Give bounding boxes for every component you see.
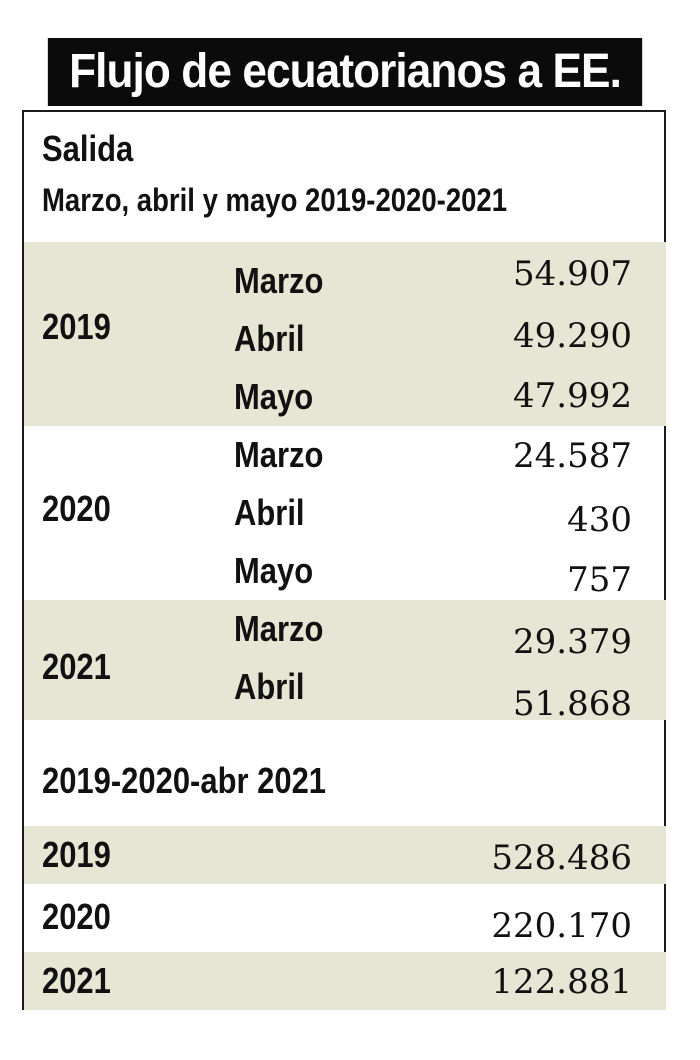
year-label-2020: 2020 [42, 488, 111, 529]
value-cell: 51.868 [513, 684, 632, 724]
month-label: Marzo [234, 434, 324, 475]
year-label-2019: 2019 [42, 306, 111, 347]
month-label: Mayo [234, 550, 314, 591]
value-cell: 54.907 [513, 254, 632, 294]
value-cell: 430 [567, 500, 632, 540]
value-cell: 49.290 [513, 316, 632, 356]
page-title: Flujo de ecuatorianos a EE. UU. [47, 38, 643, 166]
band-2019 [24, 242, 666, 426]
band-total-2021 [24, 952, 666, 1010]
value-cell: 757 [567, 560, 632, 600]
total-year-label: 2021 [42, 960, 111, 1001]
section-heading: Salida [42, 128, 134, 169]
value-cell: 29.379 [513, 622, 632, 662]
section-heading: 2019-2020-abr 2021 [42, 760, 327, 801]
month-label: Mayo [234, 376, 314, 417]
band-2021 [24, 600, 666, 720]
total-value-cell: 220.170 [491, 906, 632, 946]
month-label: Abril [234, 318, 305, 359]
month-label: Abril [234, 666, 305, 707]
total-year-label: 2019 [42, 834, 111, 875]
month-label: Marzo [234, 608, 324, 649]
month-label: Marzo [234, 260, 324, 301]
year-label-2021: 2021 [42, 646, 111, 687]
value-cell: 47.992 [513, 376, 632, 416]
month-label: Abril [234, 492, 305, 533]
section-subheading: Marzo, abril y mayo 2019-2020-2021 [42, 182, 508, 218]
total-year-label: 2020 [42, 896, 111, 937]
value-cell: 24.587 [513, 436, 632, 476]
total-value-cell: 122.881 [491, 962, 632, 1002]
band-total-2019 [24, 826, 666, 884]
total-value-cell: 528.486 [491, 838, 632, 878]
